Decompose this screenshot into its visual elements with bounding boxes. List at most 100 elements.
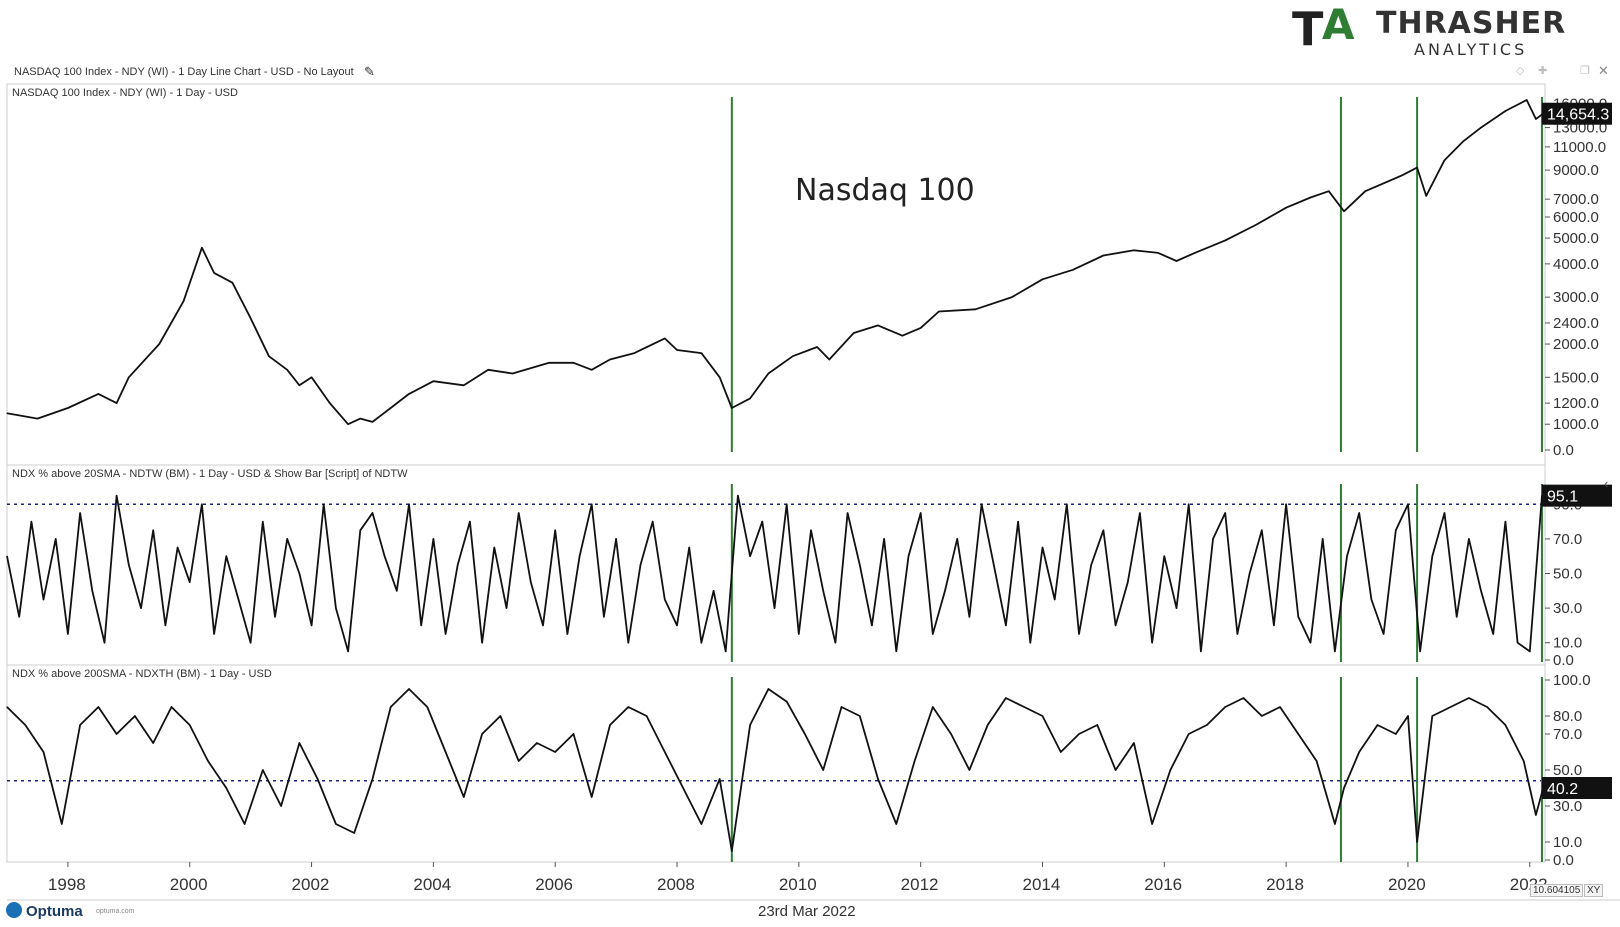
data-point bbox=[189, 581, 191, 583]
data-point bbox=[30, 521, 32, 523]
data-point bbox=[1383, 633, 1385, 635]
data-point bbox=[566, 633, 569, 635]
series-line bbox=[6, 494, 1543, 653]
scale-readout: 10.604105 bbox=[1530, 884, 1584, 897]
data-point bbox=[201, 503, 203, 505]
y-tick-label: 11000.0 bbox=[1553, 139, 1606, 156]
data-point bbox=[1102, 529, 1104, 531]
data-point bbox=[536, 742, 538, 744]
data-point bbox=[1139, 512, 1141, 514]
data-point bbox=[542, 624, 544, 627]
data-point bbox=[213, 633, 215, 635]
close-icon[interactable]: ✕ bbox=[1598, 63, 1609, 78]
data-point bbox=[901, 335, 904, 337]
data-point bbox=[554, 751, 556, 753]
data-point bbox=[1504, 110, 1506, 112]
panel-label: NASDAQ 100 Index - NDY (WI) - 1 Day - US… bbox=[12, 87, 238, 99]
data-point bbox=[152, 529, 154, 531]
data-point bbox=[1358, 751, 1360, 753]
data-point bbox=[67, 407, 69, 409]
data-point bbox=[974, 308, 977, 310]
data-point bbox=[1157, 252, 1159, 254]
data-point bbox=[79, 512, 81, 514]
data-point bbox=[767, 688, 770, 690]
data-point bbox=[1133, 742, 1135, 744]
y-tick-label: 0.0 bbox=[1553, 852, 1574, 869]
data-point bbox=[792, 355, 794, 357]
data-point bbox=[323, 503, 325, 505]
chart-annotation: Nasdaq 100 bbox=[795, 173, 975, 208]
scale-mode-toggle[interactable]: XY bbox=[1584, 884, 1604, 897]
data-point bbox=[286, 369, 288, 371]
data-point bbox=[1041, 546, 1044, 549]
series-line bbox=[6, 688, 1545, 852]
data-point bbox=[1096, 724, 1098, 726]
data-point bbox=[469, 521, 471, 523]
data-point bbox=[1023, 706, 1025, 708]
data-point bbox=[786, 701, 788, 703]
data-point bbox=[1468, 697, 1470, 699]
data-point bbox=[371, 778, 374, 780]
data-point bbox=[1443, 512, 1446, 514]
data-point bbox=[384, 555, 386, 557]
data-point bbox=[627, 642, 629, 644]
data-point bbox=[749, 724, 751, 726]
data-point bbox=[55, 538, 57, 540]
restore-icon[interactable]: ❐ bbox=[1580, 65, 1590, 77]
data-point bbox=[871, 624, 873, 627]
data-point bbox=[1242, 697, 1245, 699]
data-point bbox=[36, 418, 39, 420]
data-point bbox=[1535, 118, 1537, 120]
data-point bbox=[493, 546, 495, 549]
data-point bbox=[359, 529, 361, 531]
data-point bbox=[664, 751, 666, 753]
x-tick-label: 2014 bbox=[1022, 875, 1060, 894]
data-point bbox=[1419, 650, 1421, 653]
data-point bbox=[1309, 642, 1312, 644]
data-point bbox=[1011, 296, 1013, 298]
x-tick-label: 2020 bbox=[1388, 875, 1426, 894]
data-point bbox=[518, 760, 520, 762]
data-point bbox=[579, 555, 581, 557]
panel-frame bbox=[6, 83, 1546, 466]
logo-text-thrasher: THRASHER bbox=[1376, 6, 1567, 41]
data-point bbox=[1370, 598, 1372, 601]
edit-pencil-icon[interactable]: ✎ bbox=[364, 64, 375, 79]
chart-date: 23rd Mar 2022 bbox=[758, 903, 856, 920]
window-title: NASDAQ 100 Index - NDY (WI) - 1 Day Line… bbox=[14, 66, 354, 78]
data-point bbox=[97, 706, 99, 708]
data-point bbox=[932, 633, 934, 635]
data-point bbox=[554, 529, 556, 531]
data-point bbox=[1163, 555, 1165, 557]
y-tick-label: 5000.0 bbox=[1553, 230, 1599, 247]
data-point bbox=[1054, 598, 1056, 601]
collapse-chevron-icon[interactable]: ‹ bbox=[1604, 476, 1609, 491]
data-point bbox=[390, 706, 392, 708]
data-point bbox=[311, 376, 313, 378]
data-point bbox=[1297, 733, 1299, 735]
data-point bbox=[1334, 650, 1336, 653]
data-point bbox=[1261, 715, 1263, 717]
data-point bbox=[676, 624, 678, 627]
data-point bbox=[1285, 503, 1287, 505]
data-point bbox=[463, 384, 465, 386]
data-point bbox=[487, 369, 489, 371]
data-point bbox=[713, 590, 715, 592]
diamond-icon[interactable]: ◇ bbox=[1516, 65, 1525, 77]
data-point bbox=[347, 650, 349, 653]
data-point bbox=[201, 247, 203, 249]
data-point bbox=[987, 724, 989, 726]
data-point bbox=[1041, 715, 1044, 717]
data-point bbox=[682, 787, 684, 789]
pin-icon[interactable]: ✚ bbox=[1538, 65, 1548, 77]
data-point bbox=[189, 724, 191, 726]
data-point bbox=[116, 495, 118, 497]
data-point bbox=[1066, 503, 1068, 505]
data-point bbox=[128, 376, 130, 378]
x-tick-label: 2010 bbox=[779, 875, 817, 894]
data-point bbox=[445, 751, 447, 753]
data-point bbox=[359, 418, 361, 420]
x-tick-label: 2018 bbox=[1266, 875, 1304, 894]
data-point bbox=[956, 538, 958, 540]
data-point bbox=[822, 590, 824, 592]
